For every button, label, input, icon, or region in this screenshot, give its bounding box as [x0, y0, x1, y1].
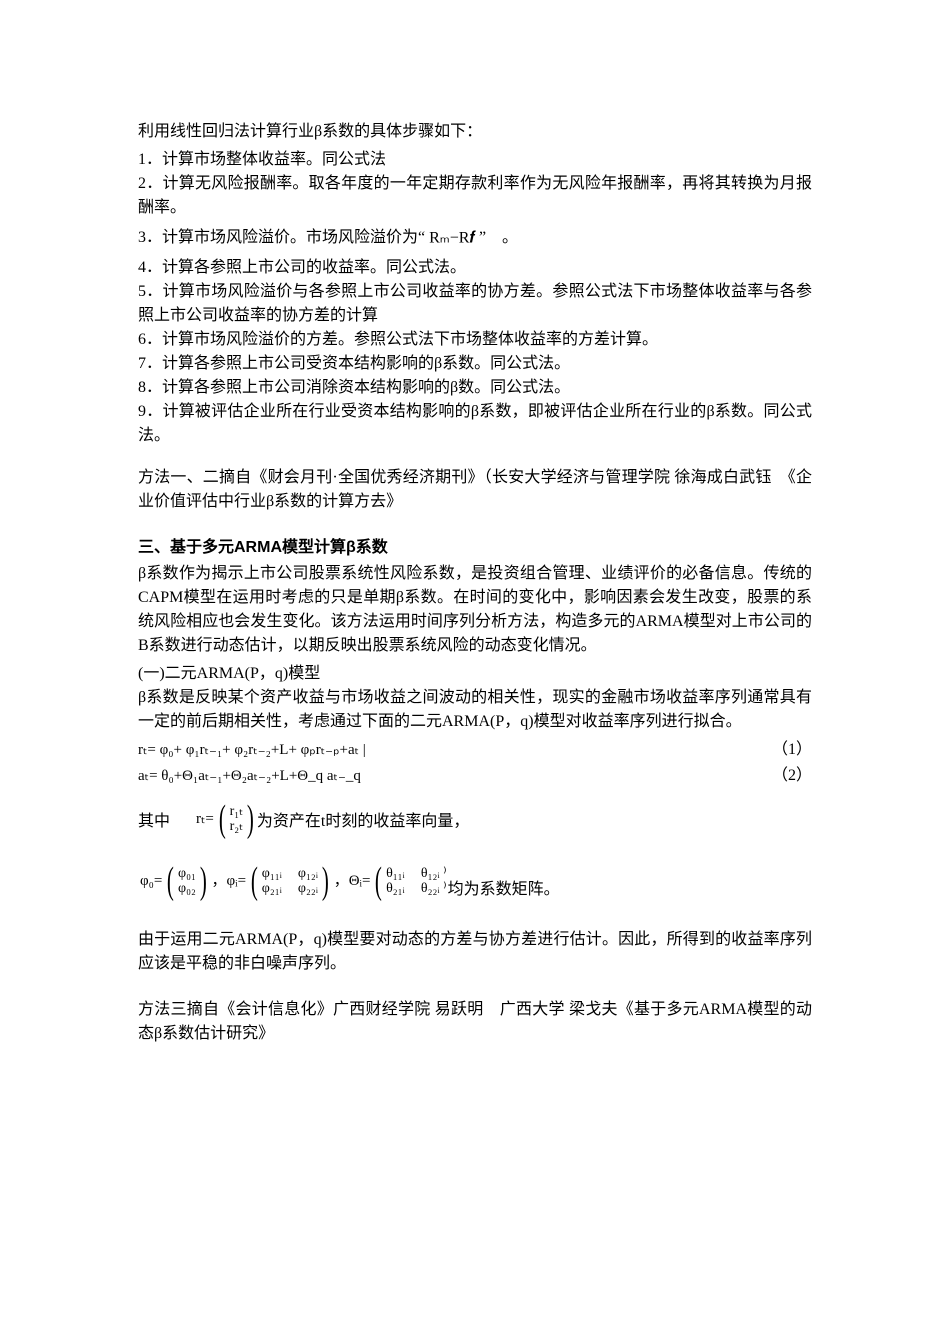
where-prefix: 其中 [138, 810, 170, 834]
phi0-prefix: φ₀= [138, 870, 164, 893]
step-1: 1．计算市场整体收益率。同公式法 [138, 148, 812, 172]
spacer [138, 980, 812, 998]
citation-3: 方法三摘自《会计信息化》广西财经学院 易跃明 广西大学 梁戈夫《基于多元ARMA… [138, 998, 812, 1046]
step-9: 9．计算被评估企业所在行业受资本结构影响的β系数，即被评估企业所在行业的β系数。… [138, 400, 812, 448]
paren-right-icon: ) [200, 862, 207, 900]
paren-right-icon: ) [322, 862, 329, 900]
thetai-prefix: ，Θᵢ= [332, 870, 373, 893]
vec-r1t: r₁ₜ [230, 804, 244, 819]
phi0-column: φ₀₁ φ₀₂ [177, 866, 197, 897]
phi01: φ₀₁ [178, 866, 196, 881]
paren-left-icon: ( [251, 862, 258, 900]
phii-11: φ₁₁ᵢ [262, 866, 282, 881]
thetai-11: θ₁₁ᵢ [386, 866, 405, 881]
rm-minus-rf-formula: Rₘ−R𝒇 [429, 229, 475, 246]
equation-1: rₜ= φ₀+ φ₁rₜ₋₁+ φ₂rₜ₋₂+L+ φₚrₜ₋ₚ+aₜ | （1… [138, 738, 812, 762]
equation-2: aₜ= θ₀+Θ₁aₜ₋₁+Θ₂aₜ₋₂+L+Θ_q aₜ₋_q （2） [138, 764, 812, 788]
equation-2-number: （2） [772, 764, 812, 788]
step-3-text: 3．计算市场风险溢价。市场风险溢价为“ [138, 229, 425, 246]
step-4: 4．计算各参照上市公司的收益率。同公式法。 [138, 256, 812, 280]
where-vector-line: 其中 rₜ= ( r₁ₜ r₂ₜ ) 为资产在t时刻的收益率向量， [138, 800, 812, 834]
step-6: 6．计算市场风险溢价的方差。参照公式法下市场整体收益率的方差计算。 [138, 328, 812, 352]
where-suffix: 为资产在t时刻的收益率向量， [257, 810, 469, 834]
vec-rt-column: r₁ₜ r₂ₜ [229, 804, 245, 835]
matrix-definitions: φ₀= ( φ₀₁ φ₀₂ ) ，φᵢ= ( φ₁₁ᵢ φ₂₁ᵢ φ₁₂ᵢ φ₂… [138, 862, 560, 900]
thetai-matrix: θ₁₁ᵢ θ₂₁ᵢ θ₁₂ᵢ ⁾ θ₂₂ᵢ ⁾ [385, 866, 447, 897]
phii-22: φ₂₂ᵢ [298, 881, 318, 896]
vec-r2t: r₂ₜ [230, 819, 244, 834]
paren-left-icon: ( [375, 862, 382, 900]
phii-matrix: φ₁₁ᵢ φ₂₁ᵢ φ₁₂ᵢ φ₂₂ᵢ [261, 866, 319, 897]
subsection-a-body: β系数是反映某个资产收益与市场收益之间波动的相关性，现实的金融市场收益率序列通常… [138, 686, 812, 734]
step-7: 7．计算各参照上市公司受资本结构影响的β系数。同公式法。 [138, 352, 812, 376]
phi02: φ₀₂ [178, 881, 196, 896]
thetai-21: θ₂₁ᵢ [386, 881, 405, 896]
step-3-tail: ” 。 [479, 229, 518, 246]
spacer [138, 448, 812, 466]
equation-1-body: rₜ= φ₀+ φ₁rₜ₋₁+ φ₂rₜ₋₂+L+ φₚrₜ₋ₚ+aₜ | [138, 739, 366, 762]
thetai-12: θ₁₂ᵢ ⁾ [421, 866, 447, 881]
equation-1-number: （1） [772, 738, 812, 762]
subsection-a-title: (一)二元ARMA(P，q)模型 [138, 662, 812, 686]
tail-paragraph: 由于运用二元ARMA(P，q)模型要对动态的方差与协方差进行估计。因此，所得到的… [138, 928, 812, 976]
matrix-suffix: 均为系数矩阵。 [448, 878, 560, 902]
intro-line: 利用线性回归法计算行业β系数的具体步骤如下： [138, 120, 812, 144]
step-2: 2．计算无风险报酬率。取各年度的一年定期存款利率作为无风险年报酬率，再将其转换为… [138, 172, 812, 220]
paren-left-icon: ( [219, 800, 226, 838]
thetai-22: θ₂₂ᵢ ⁾ [421, 881, 447, 896]
step-3: 3．计算市场风险溢价。市场风险溢价为“ Rₘ−R𝒇 ” 。 [138, 226, 812, 250]
phii-prefix: ，φᵢ= [210, 870, 249, 893]
document-page: 利用线性回归法计算行业β系数的具体步骤如下： 1．计算市场整体收益率。同公式法 … [0, 0, 950, 1344]
step-8: 8．计算各参照上市公司消除资本结构影响的β数。同公式法。 [138, 376, 812, 400]
paren-right-icon: ) [247, 800, 254, 838]
section-3-title: 三、基于多元ARMA模型计算β系数 [138, 536, 812, 560]
step-5: 5．计算市场风险溢价与各参照上市公司收益率的协方差。参照公式法下市场整体收益率与… [138, 280, 812, 328]
spacer [138, 518, 812, 536]
vector-rt: rₜ= ( r₁ₜ r₂ₜ ) [194, 800, 257, 838]
phii-21: φ₂₁ᵢ [262, 881, 282, 896]
vec-rt-prefix: rₜ= [194, 808, 216, 831]
paren-left-icon: ( [167, 862, 174, 900]
equation-2-body: aₜ= θ₀+Θ₁aₜ₋₁+Θ₂aₜ₋₂+L+Θ_q aₜ₋_q [138, 765, 361, 788]
spacer [138, 910, 812, 928]
spacer [138, 838, 812, 856]
citation-1-2: 方法一、二摘自《财会月刊·全国优秀经济期刊》（长安大学经济与管理学院 徐海成白武… [138, 466, 812, 514]
section-3-body: β系数作为揭示上市公司股票系统性风险系数，是投资组合管理、业绩评价的必备信息。传… [138, 562, 812, 658]
phii-12: φ₁₂ᵢ [298, 866, 318, 881]
